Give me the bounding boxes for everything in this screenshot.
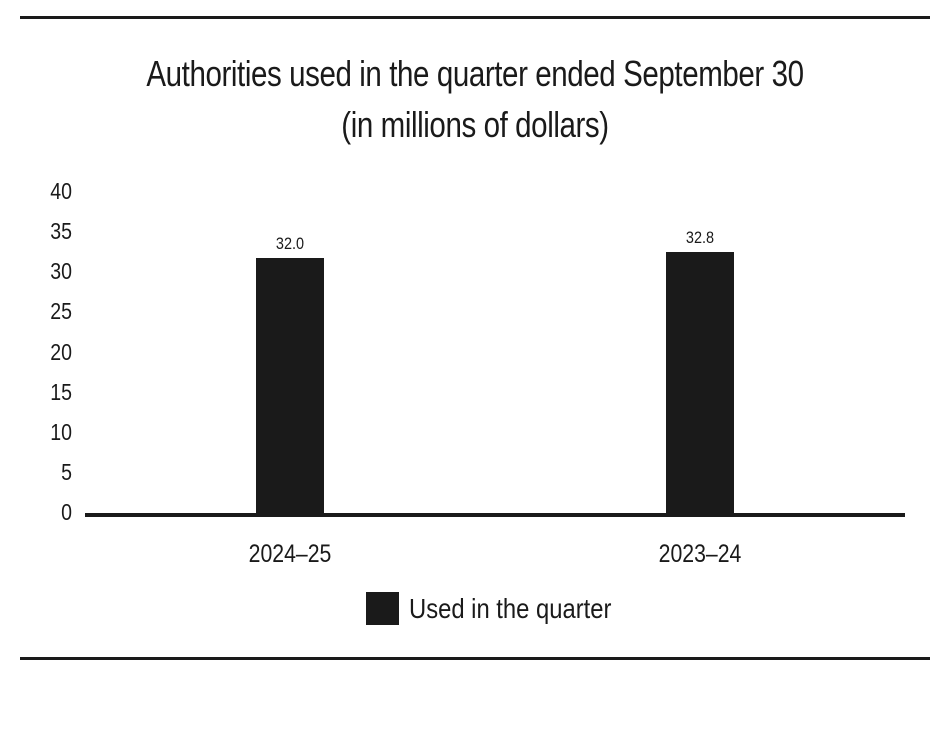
y-tick-label: 40	[50, 178, 72, 204]
y-tick-label: 30	[50, 258, 72, 284]
bar-value-label: 32.0	[275, 234, 305, 253]
bar-value-label: 32.8	[685, 228, 715, 247]
y-tick-label: 15	[50, 379, 72, 405]
top-rule	[20, 16, 930, 19]
x-category-label: 2024–25	[248, 540, 332, 568]
bottom-rule	[20, 657, 930, 660]
bar-2024-25	[256, 258, 324, 515]
y-tick-label: 0	[61, 499, 72, 525]
legend-label: Used in the quarter	[409, 592, 612, 624]
legend: Used in the quarter	[366, 592, 647, 625]
y-tick-label: 25	[50, 298, 72, 324]
y-tick-label: 35	[50, 218, 72, 244]
y-tick-label: 5	[61, 459, 72, 485]
bar-2023-24	[666, 252, 734, 515]
x-axis-line	[85, 513, 905, 517]
chart-title-line1: Authorities used in the quarter ended Se…	[146, 53, 804, 94]
legend-swatch	[366, 592, 399, 625]
x-category-label: 2023–24	[658, 540, 742, 568]
chart-title-line2: (in millions of dollars)	[341, 104, 609, 145]
y-tick-label: 10	[50, 419, 72, 445]
y-tick-label: 20	[50, 339, 72, 365]
